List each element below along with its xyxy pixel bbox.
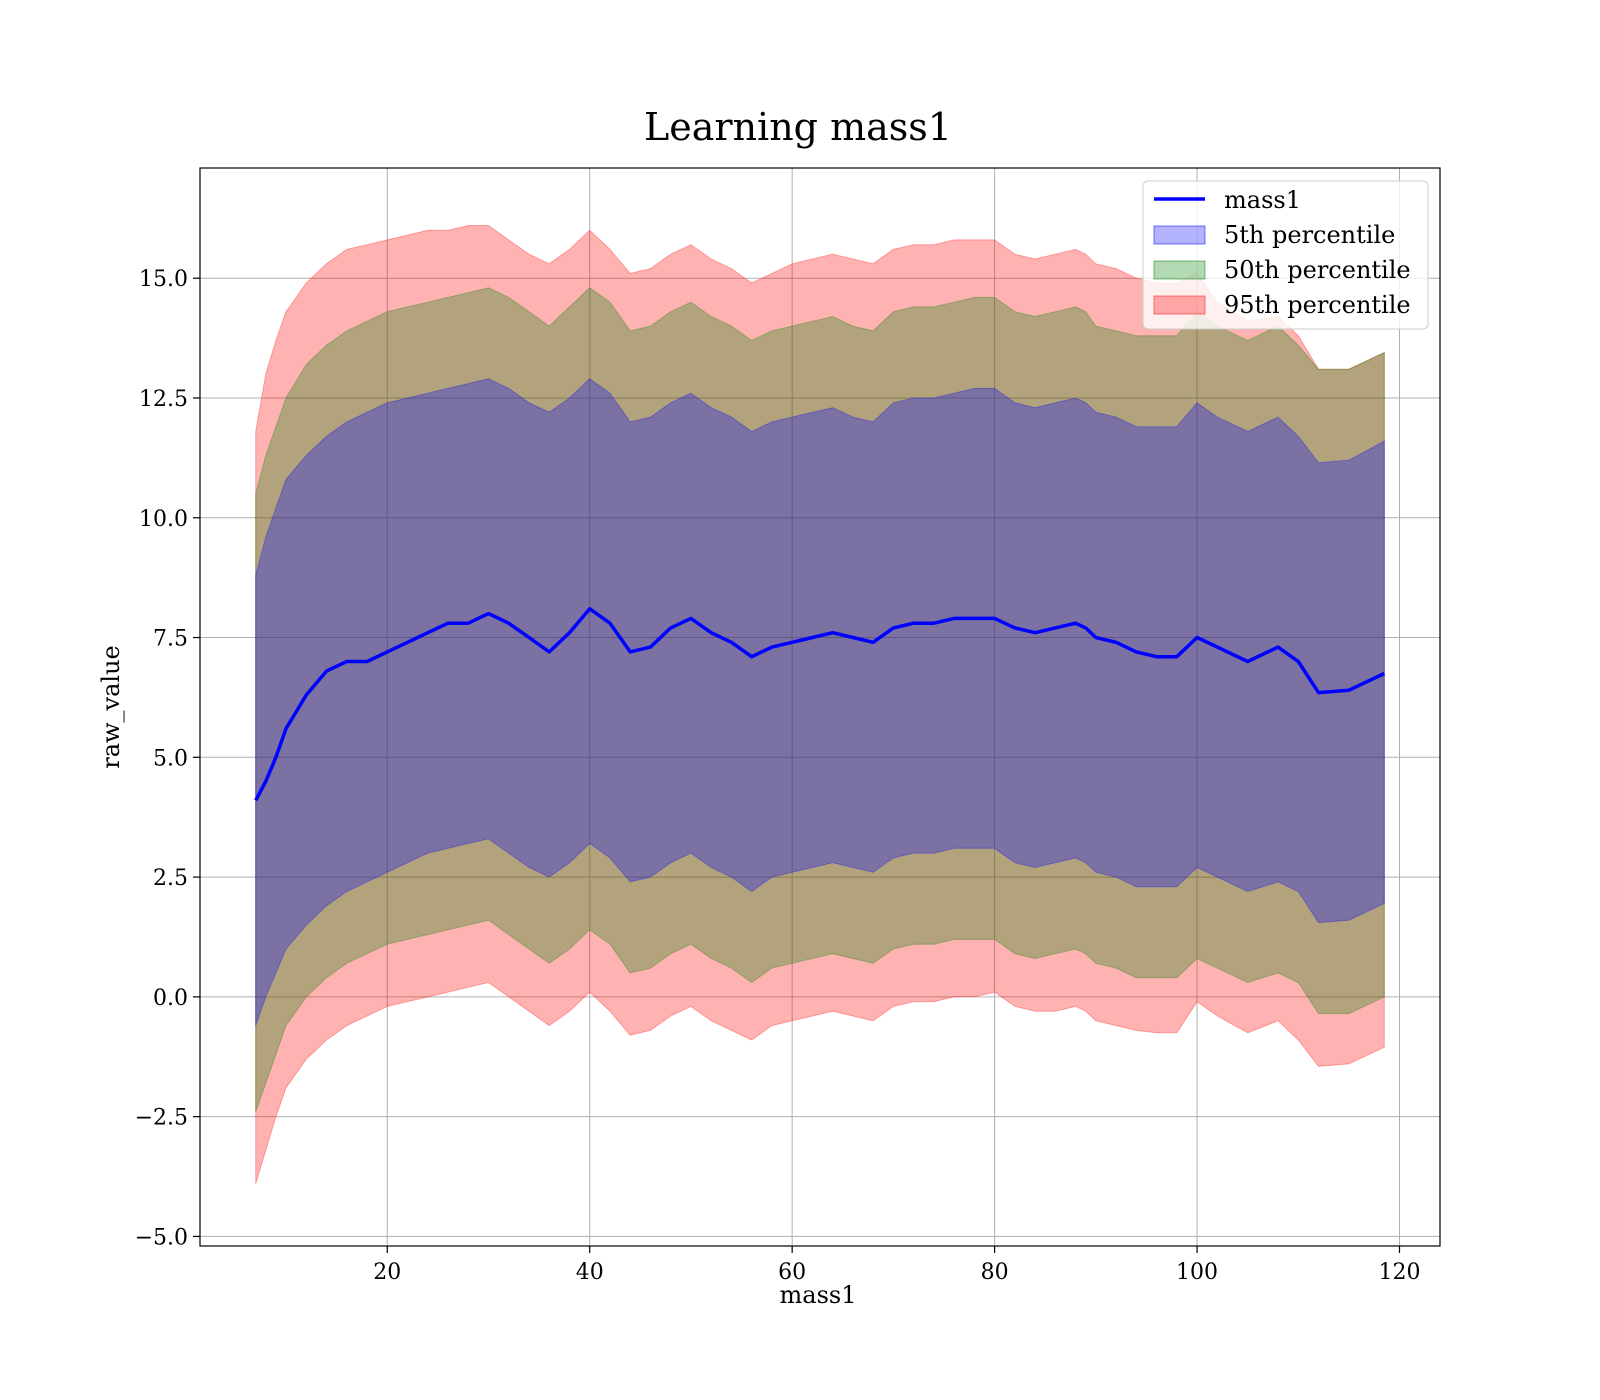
legend-label-95th: 95th percentile: [1224, 291, 1411, 319]
y-tick-label: −5.0: [135, 1225, 188, 1250]
chart-title: Learning mass1: [644, 105, 952, 149]
x-tick-label: 120: [1379, 1260, 1421, 1285]
y-axis-label: raw_value: [97, 645, 125, 769]
x-axis-label: mass1: [780, 1281, 857, 1309]
y-tick-label: 2.5: [153, 866, 188, 891]
y-tick-label: 12.5: [139, 387, 188, 412]
legend-swatch-50th: [1153, 260, 1206, 280]
legend: mass1 5th percentile 50th percentile 95t…: [1142, 180, 1429, 330]
mass1-line: [254, 607, 1386, 802]
y-tick-label: 10.0: [139, 507, 188, 532]
legend-label-5th: 5th percentile: [1224, 221, 1395, 249]
y-tick-label: 5.0: [153, 746, 188, 771]
legend-label-mass1: mass1: [1224, 186, 1301, 214]
y-tick-label: 0.0: [153, 986, 188, 1011]
y-tick-label: 15.0: [139, 267, 188, 292]
x-tick-label: 20: [373, 1260, 401, 1285]
legend-frame: [1142, 180, 1429, 330]
grid: [200, 168, 1440, 1246]
plot-frame: [199, 167, 1441, 1247]
legend-swatch-5th: [1153, 225, 1206, 245]
percentile-bands: [255, 225, 1385, 1184]
y-tick-label: −2.5: [135, 1106, 188, 1131]
x-tick-label: 40: [576, 1260, 604, 1285]
x-tick-label: 60: [778, 1260, 806, 1285]
mass1-line-layer: [254, 607, 1386, 802]
band-95th: [255, 225, 1385, 1184]
y-tick-label: 7.5: [153, 627, 188, 652]
x-tick-label: 80: [981, 1260, 1009, 1285]
band-5th: [255, 378, 1385, 1026]
legend-swatch-95th: [1153, 295, 1206, 315]
x-tick-label: 100: [1176, 1260, 1218, 1285]
band-50th: [255, 287, 1385, 1112]
legend-label-50th: 50th percentile: [1224, 256, 1411, 284]
axis-ticks: 20 40 60 80 100 120 −5.0 −2.5 0.0 2.5 5.0 7.5 10.0 12…: [135, 267, 1421, 1285]
